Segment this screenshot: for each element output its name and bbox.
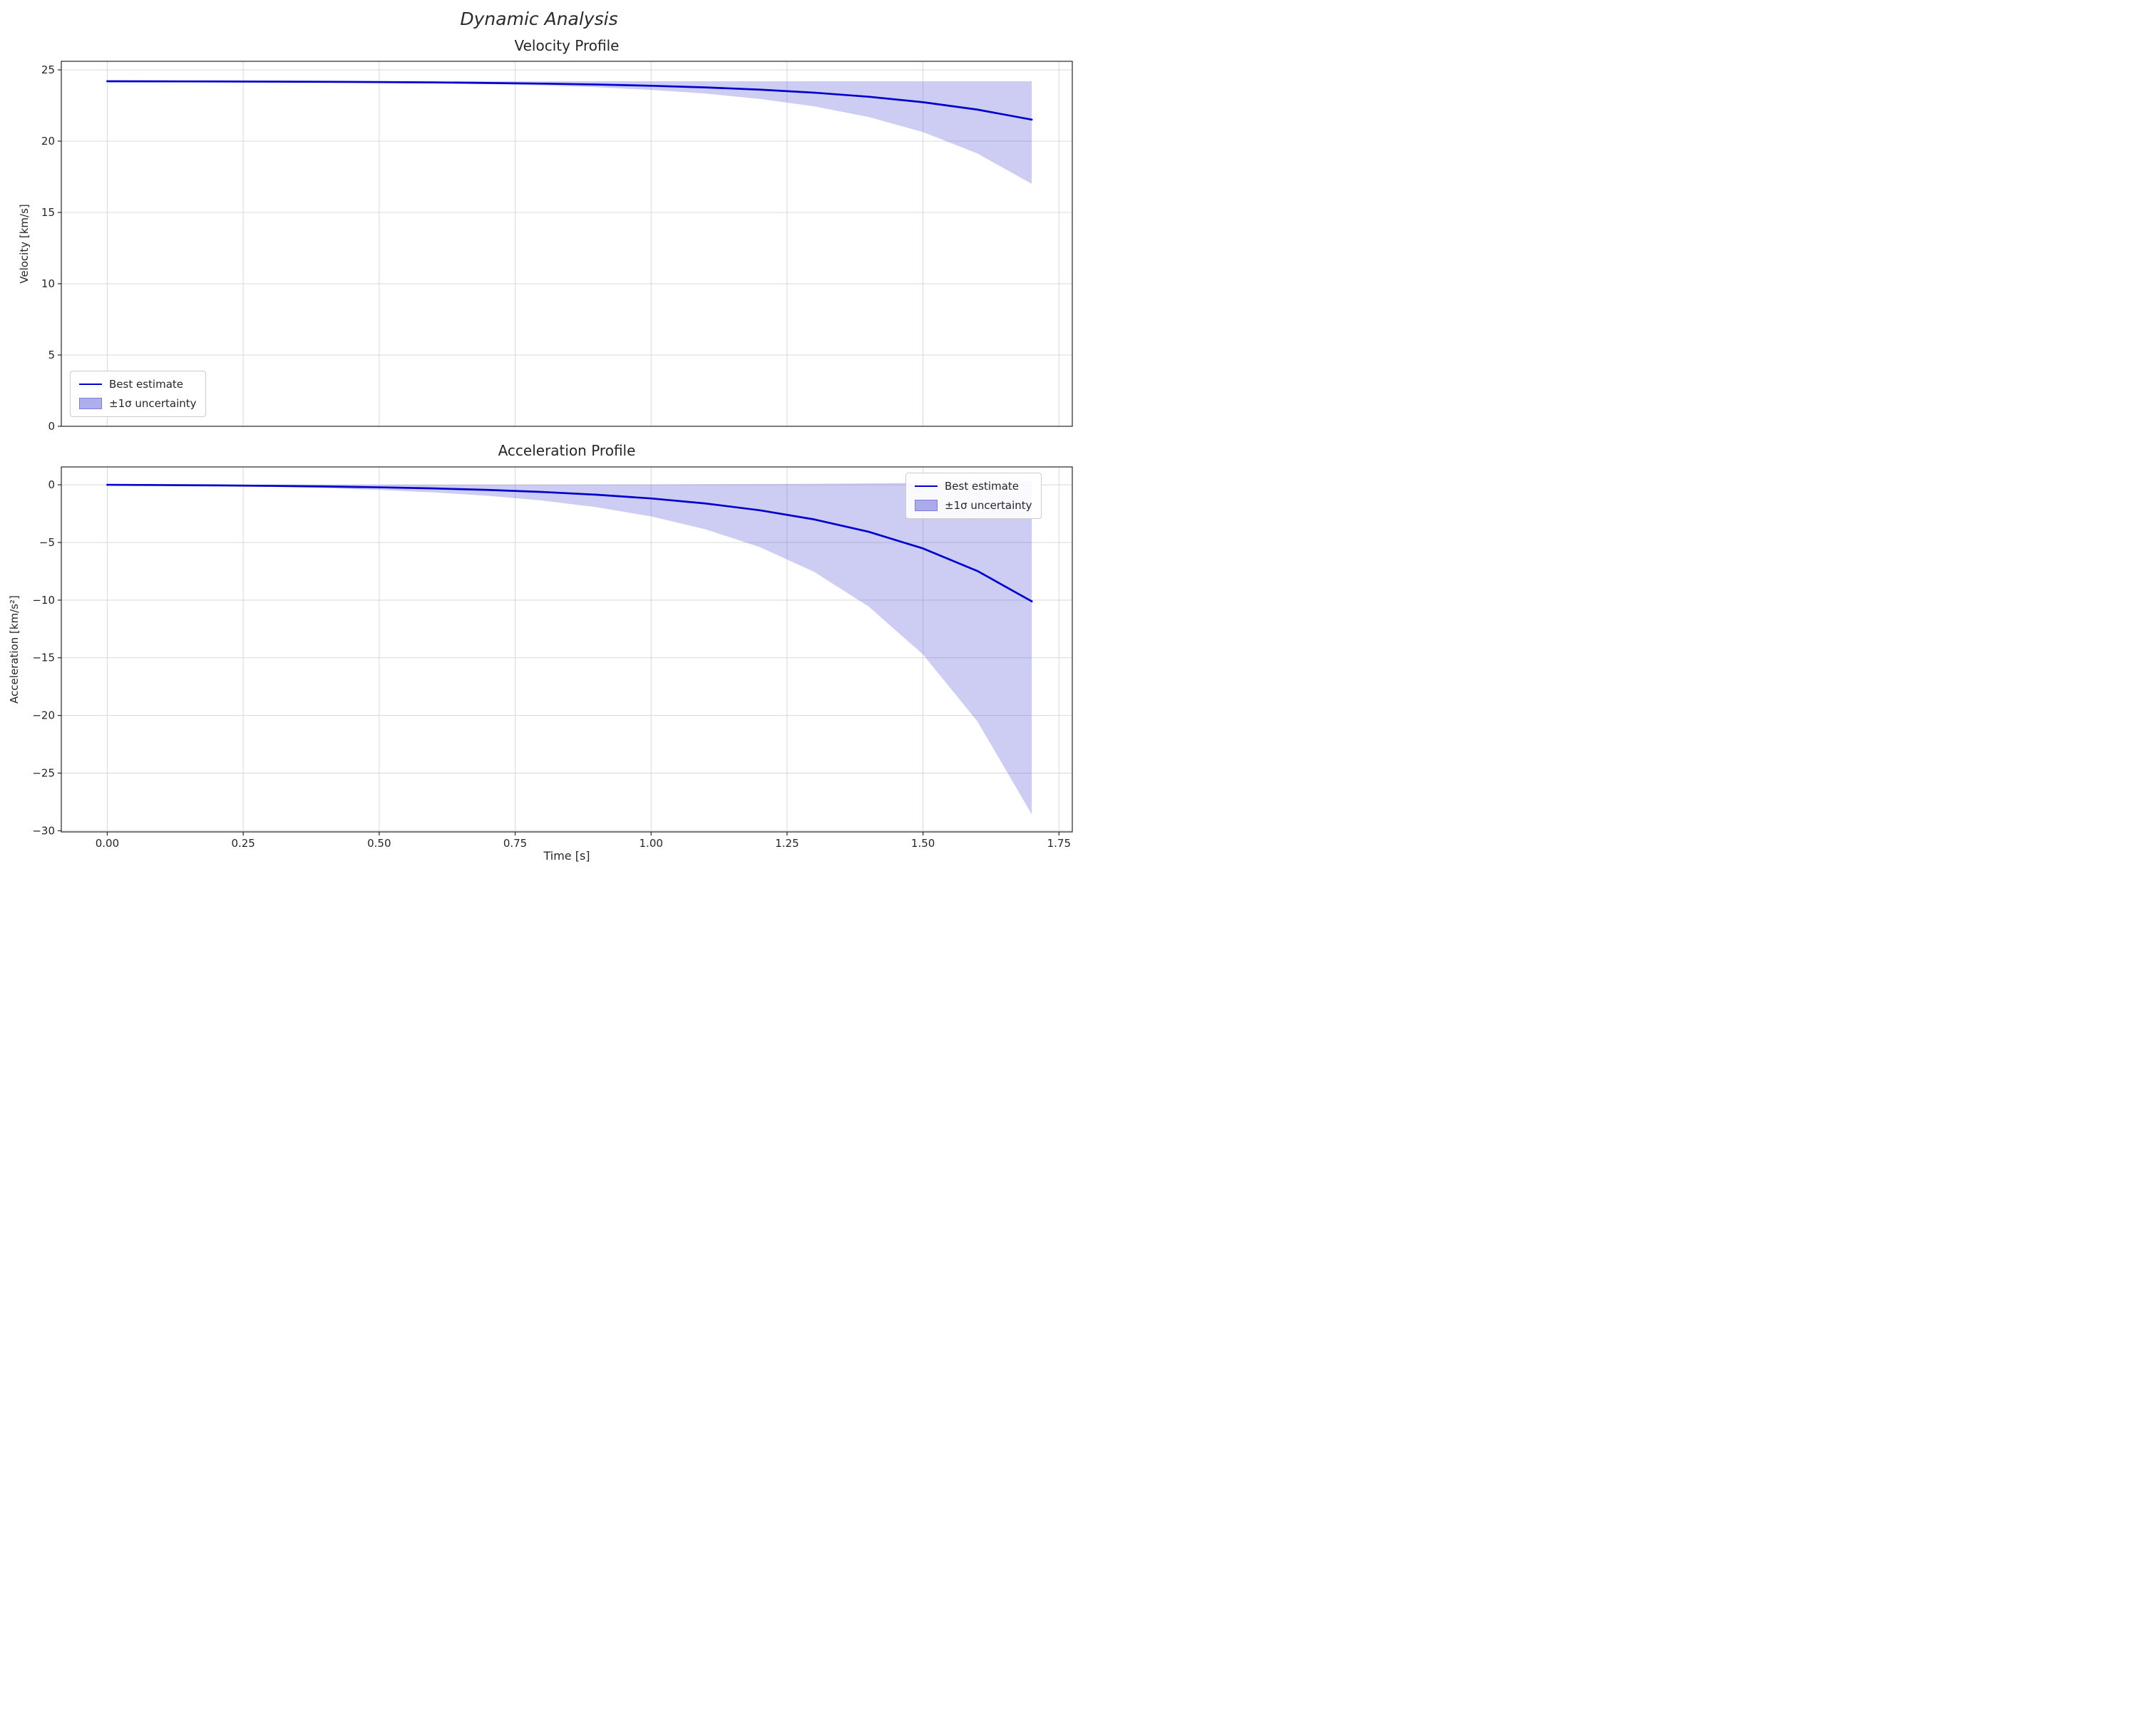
x-tick-label: 0.50 — [367, 837, 391, 850]
best-estimate-line — [106, 483, 1033, 602]
legend-row-line: Best estimate — [915, 480, 1032, 493]
best-estimate-line-swatch — [915, 485, 938, 487]
uncertainty-band-swatch — [915, 500, 938, 511]
uncertainty-band — [107, 481, 1032, 815]
y-tick-label: 0 — [48, 420, 55, 433]
best-estimate-label: Best estimate — [109, 378, 183, 391]
best-estimate-line — [106, 80, 1033, 121]
best-estimate-line-swatch — [79, 384, 102, 385]
y-tick-label: −20 — [32, 709, 55, 722]
y-tick-label: 10 — [41, 277, 55, 290]
axes-frame — [61, 61, 1073, 427]
x-tick-label: 0.75 — [503, 837, 527, 850]
y-tick-label: 25 — [41, 63, 55, 76]
acceleration-legend: Best estimate ±1σ uncertainty — [905, 473, 1042, 519]
x-tick-label: 1.00 — [640, 837, 663, 850]
y-tick-label: −15 — [32, 652, 55, 664]
y-tick-label: −30 — [32, 824, 55, 837]
x-tick-label: 0.25 — [231, 837, 255, 850]
chart-canvas: 0 5 10 15 20 25 0 −5 −10 −15 −20 −25 −30 0.00 0.25 0.50… — [32, 61, 1073, 850]
y-tick-label: 20 — [41, 135, 55, 148]
velocity-legend: Best estimate ±1σ uncertainty — [70, 371, 206, 417]
uncertainty-label: ±1σ uncertainty — [945, 499, 1032, 512]
time-axis-label: Time [s] — [543, 849, 590, 863]
figure-title: Dynamic Analysis — [460, 9, 618, 29]
legend-row-line: Best estimate — [79, 378, 197, 391]
y-tick-label: 0 — [48, 478, 55, 491]
y-tick-label: 5 — [48, 349, 55, 361]
legend-row-band: ±1σ uncertainty — [915, 499, 1032, 512]
figure: 0 5 10 15 20 25 0 −5 −10 −15 −20 −25 −30 0.00 0.25 0.50… — [0, 0, 1078, 864]
legend-row-band: ±1σ uncertainty — [79, 397, 197, 410]
uncertainty-band-swatch — [79, 398, 102, 409]
uncertainty-label: ±1σ uncertainty — [109, 397, 197, 410]
acceleration-subplot-title: Acceleration Profile — [498, 442, 636, 459]
velocity-subplot-title: Velocity Profile — [514, 37, 620, 54]
uncertainty-band — [107, 81, 1032, 184]
y-tick-label: −10 — [32, 594, 55, 607]
x-tick-label: 1.25 — [775, 837, 799, 850]
y-tick-label: −25 — [32, 766, 55, 779]
acceleration-axis-label: Acceleration [km/s²] — [8, 595, 21, 704]
axes-frame — [61, 466, 1073, 833]
x-tick-label: 1.75 — [1047, 837, 1071, 850]
x-tick-label: 0.00 — [96, 837, 119, 850]
x-tick-label: 1.50 — [911, 837, 935, 850]
y-tick-label: −5 — [39, 536, 55, 549]
best-estimate-label: Best estimate — [945, 480, 1019, 493]
y-tick-label: 15 — [41, 206, 55, 219]
velocity-axis-label: Velocity [km/s] — [18, 204, 31, 284]
